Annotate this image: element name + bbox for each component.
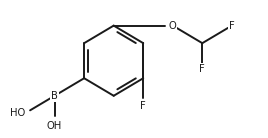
Text: O: O bbox=[169, 21, 177, 31]
Text: HO: HO bbox=[10, 108, 25, 118]
Text: F: F bbox=[199, 64, 205, 74]
Text: F: F bbox=[229, 21, 235, 31]
Text: B: B bbox=[51, 91, 58, 101]
Text: OH: OH bbox=[47, 121, 62, 131]
Text: F: F bbox=[140, 101, 146, 111]
